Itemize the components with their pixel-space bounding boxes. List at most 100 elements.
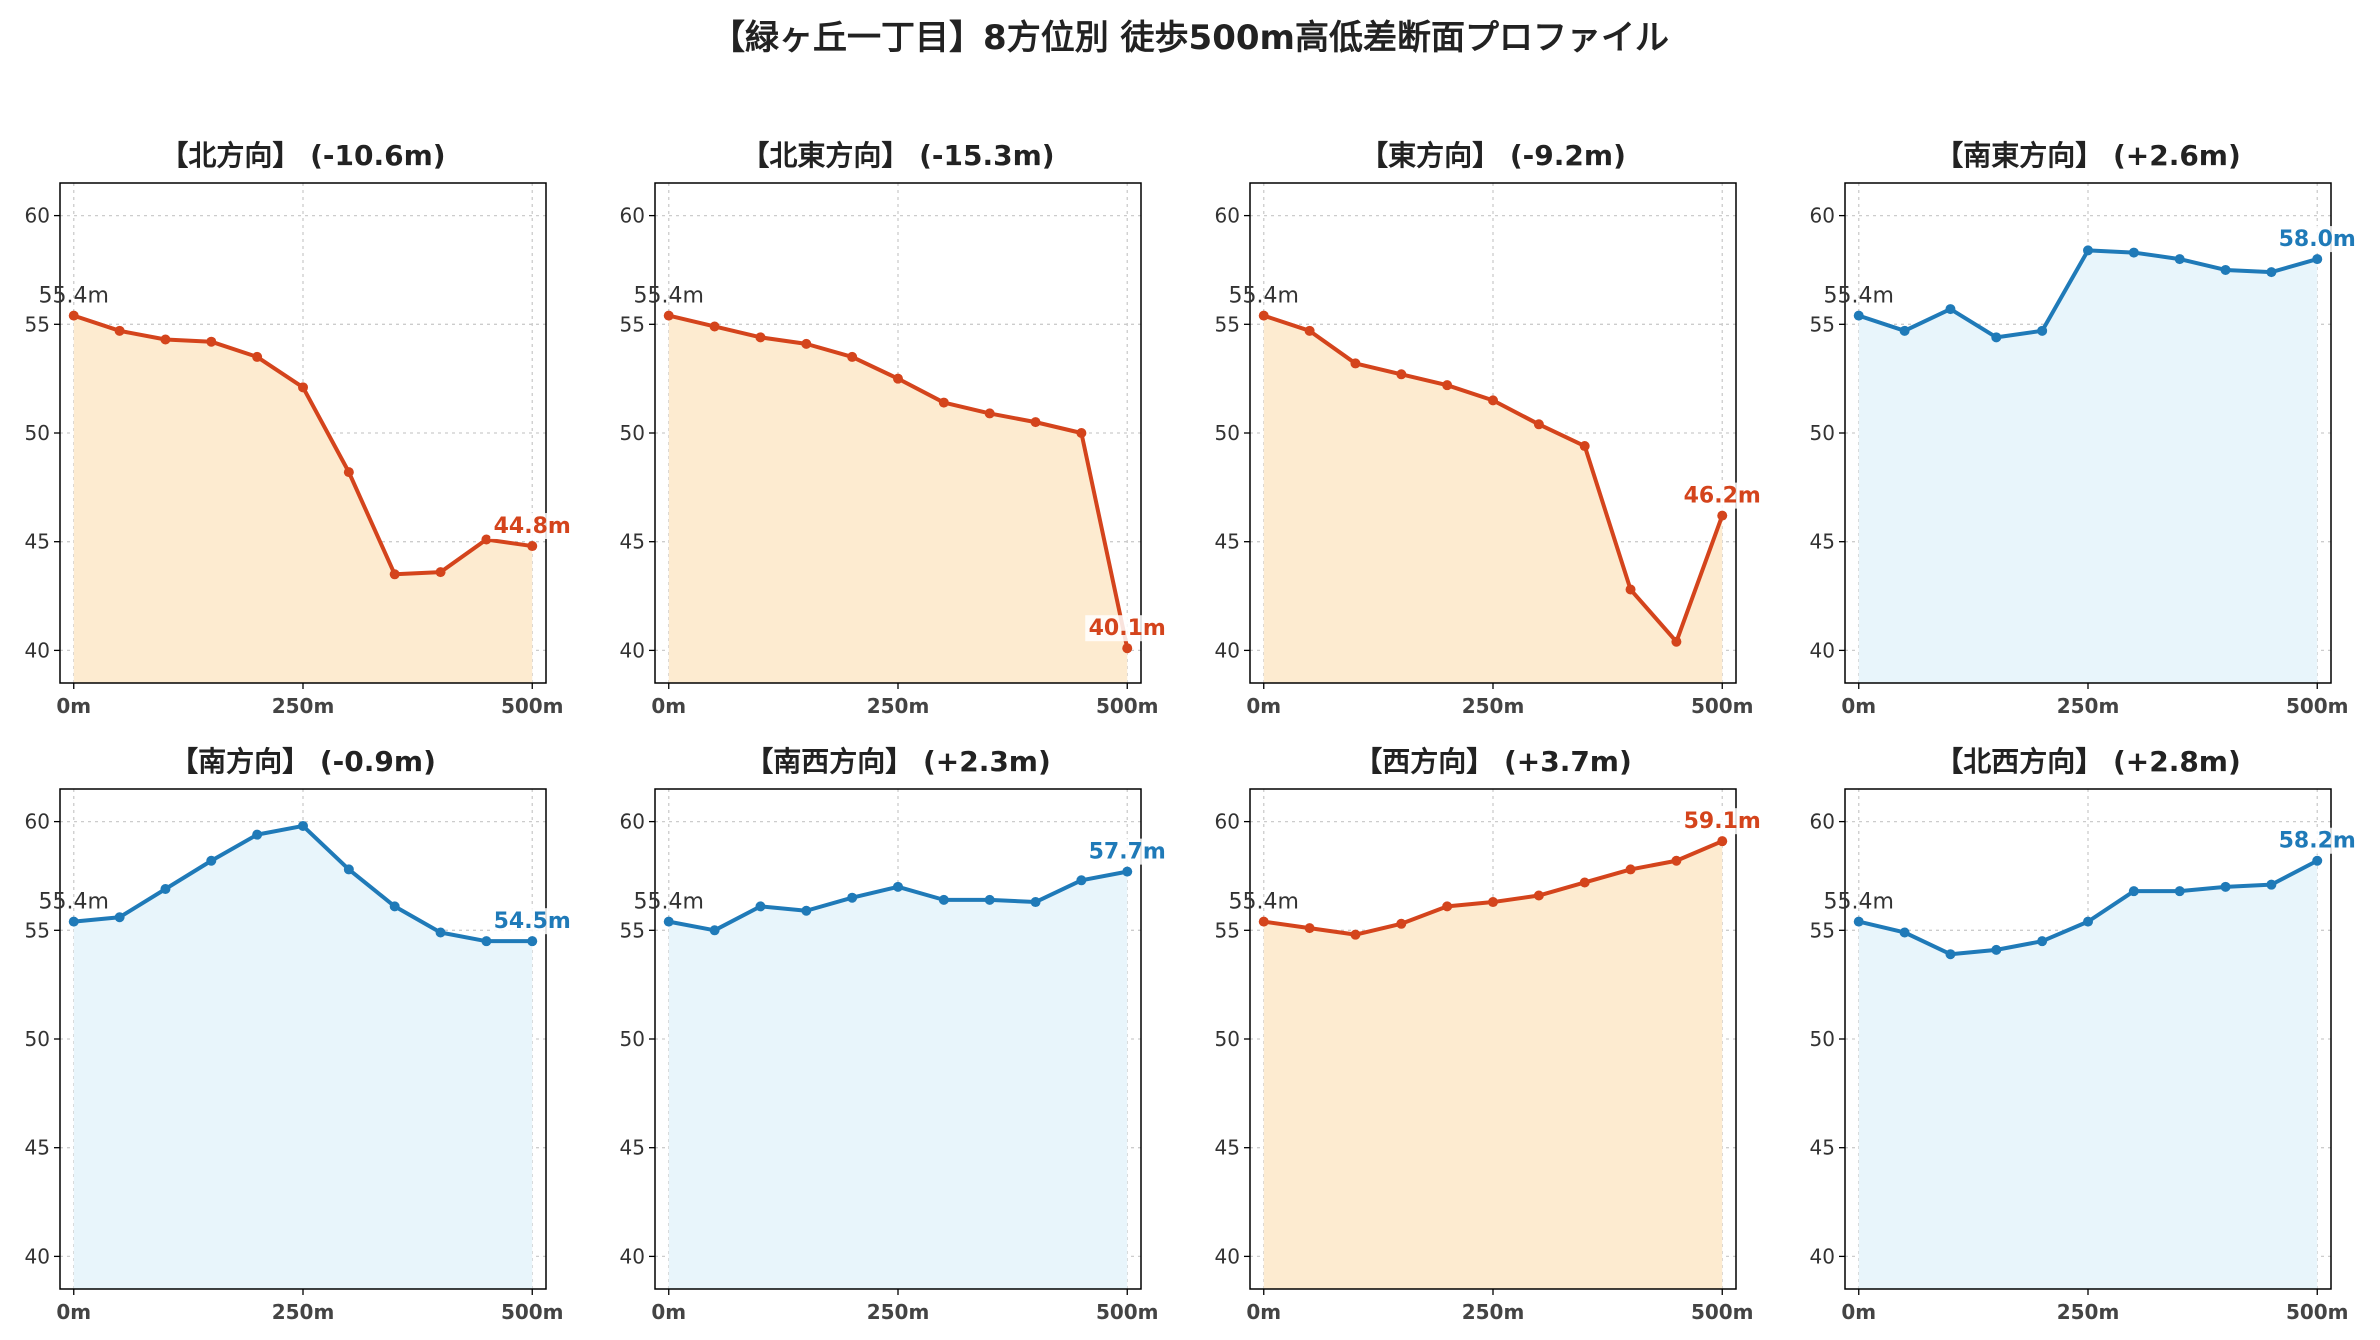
data-point [938,397,949,408]
data-point [1671,636,1682,647]
profile-area [668,315,1128,683]
start-elevation-label: 55.4m [1824,890,1894,915]
x-tick-label: 500m [501,1300,564,1324]
data-point [252,829,263,840]
panel-title: 【南西方向】 (+2.3m) [745,745,1051,778]
start-elevation-label: 55.4m [39,890,109,915]
profile-chart-north: 【北方向】 (-10.6m) 40 45 50 55 60 0m 250m 500m 55.4m 4… [25,139,575,718]
data-point [1579,877,1590,888]
profile-panel-east: 【東方向】 (-9.2m) 40 45 50 55 60 0m 250m 500m 55.4m 46… [1190,130,1780,730]
end-label-background [490,513,575,540]
profile-area [73,825,533,1289]
x-tick-label: 0m [651,1300,686,1324]
data-point [1625,864,1636,875]
profile-chart-southwest: 【南西方向】 (+2.3m) 40 45 50 55 60 0m 250m 500m 55.4m 5… [620,745,1170,1324]
data-point [527,936,538,947]
data-point [1304,923,1315,934]
end-elevation-label: 58.2m [2279,829,2356,854]
y-tick-label: 60 [620,810,645,834]
end-elevation-label: 40.1m [1089,616,1166,641]
y-tick-label: 50 [1215,1027,1240,1051]
data-point [1671,855,1682,866]
data-point [1122,866,1133,877]
y-tick-label: 40 [620,1244,645,1268]
data-point [2220,881,2231,892]
start-elevation-label: 55.4m [634,284,704,309]
data-point [2174,254,2185,265]
data-point [481,534,492,545]
data-point [2128,247,2139,258]
profile-chart-east: 【東方向】 (-9.2m) 40 45 50 55 60 0m 250m 500m 55.4m 46… [1215,139,1765,718]
y-tick-label: 40 [1215,1244,1240,1268]
data-point [114,912,125,923]
data-point [1579,441,1590,452]
data-point [1258,916,1269,927]
data-point [1488,395,1498,406]
data-point [1945,949,1956,960]
x-tick-label: 250m [2057,694,2120,718]
y-tick-label: 60 [25,810,50,834]
y-tick-label: 60 [25,204,50,228]
y-tick-label: 45 [620,530,645,554]
y-tick-label: 45 [1215,1136,1240,1160]
x-tick-label: 250m [272,694,335,718]
end-elevation-label: 44.8m [494,514,571,539]
x-tick-label: 500m [2286,1300,2349,1324]
profile-area [1263,841,1723,1289]
data-point [1350,358,1361,369]
y-tick-label: 40 [1810,638,1835,662]
profile-chart-west: 【西方向】 (+3.7m) 40 45 50 55 60 0m 250m 500m 55.4m 59… [1215,745,1765,1324]
profile-chart-northeast: 【北東方向】 (-15.3m) 40 45 50 55 60 0m 250m 500m 55.4m… [620,139,1170,718]
profile-panel-southwest: 【南西方向】 (+2.3m) 40 45 50 55 60 0m 250m 500m 55.4m 5… [595,736,1185,1336]
y-tick-label: 45 [1810,530,1835,554]
data-point [435,927,446,938]
data-point [893,373,903,384]
data-point [298,820,308,831]
y-tick-label: 55 [25,918,50,942]
end-label-background [1680,808,1765,835]
data-point [68,310,79,321]
data-point [709,925,720,936]
x-tick-label: 500m [1691,1300,1754,1324]
x-tick-label: 0m [56,694,91,718]
y-tick-label: 40 [25,638,50,662]
y-tick-label: 60 [1810,204,1835,228]
x-tick-label: 0m [1841,694,1876,718]
y-tick-label: 60 [1215,204,1240,228]
data-point [1258,310,1269,321]
data-point [2083,245,2093,256]
y-tick-label: 45 [25,530,50,554]
y-tick-label: 40 [1810,1244,1835,1268]
y-tick-label: 45 [620,1136,645,1160]
data-point [2174,886,2185,897]
x-tick-label: 250m [867,1300,930,1324]
y-tick-label: 50 [620,1027,645,1051]
data-point [663,916,674,927]
data-point [1717,510,1728,521]
data-point [1304,325,1315,336]
data-point [1899,927,1910,938]
end-elevation-label: 54.5m [494,909,571,934]
start-elevation-label: 55.4m [39,284,109,309]
x-tick-label: 500m [2286,694,2349,718]
end-label-background [1085,615,1170,642]
x-tick-label: 250m [867,694,930,718]
data-point [984,894,995,905]
figure-title: 【緑ヶ丘一丁目】8方位別 徒歩500m高低差断面プロファイル [711,18,1669,58]
x-tick-label: 0m [1841,1300,1876,1324]
start-elevation-label: 55.4m [1824,284,1894,309]
profile-area [73,315,533,683]
y-tick-label: 55 [1810,918,1835,942]
data-point [206,855,217,866]
panel-title: 【西方向】 (+3.7m) [1354,745,1632,778]
end-elevation-label: 57.7m [1089,840,1166,865]
data-point [1076,875,1087,886]
start-elevation-label: 55.4m [1229,890,1299,915]
panel-title: 【東方向】 (-9.2m) [1360,139,1626,172]
data-point [1442,901,1453,912]
data-point [847,351,858,362]
data-point [1853,916,1864,927]
data-point [160,334,171,345]
data-point [1488,897,1498,908]
data-point [389,569,400,580]
